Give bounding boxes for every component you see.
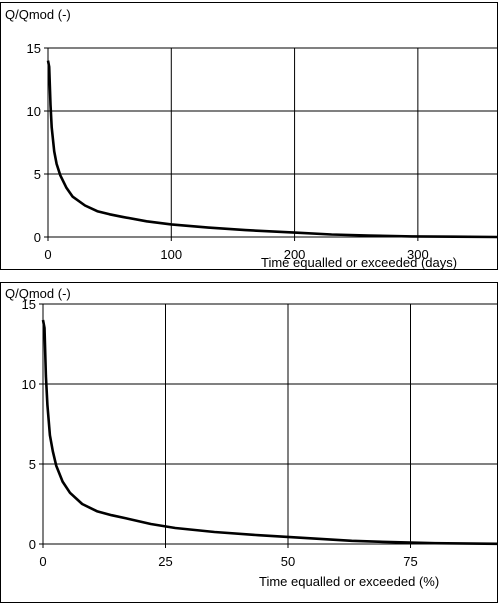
plot-area [42,303,497,545]
y-tick-label: 15 [22,297,36,312]
x-tick-label: 300 [407,247,429,262]
x-tick-label: 75 [403,554,417,569]
flow-duration-curve [41,319,497,546]
y-axis-title: Q/Qmod (-) [5,7,71,22]
flow-duration-curve [46,60,497,239]
y-tick-label: 5 [29,457,36,472]
y-tick-label: 10 [27,104,41,119]
y-tick-label: 10 [22,377,36,392]
chart-panel-percent: Q/Qmod (-)0510150255075100Time equalled … [0,282,498,603]
y-axis-title: Q/Qmod (-) [5,286,71,301]
x-tick-label: 0 [44,247,51,262]
chart-panel-days: Q/Qmod (-) 0 5 10 15 0 100 200 300 Time equalled … [0,2,498,270]
chart-percent: Q/Qmod (-)0510150255075100Time equalled … [5,286,497,589]
x-tick-label: 0 [39,554,46,569]
x-tick-label: 100 [160,247,182,262]
y-tick-label: 0 [34,230,41,245]
y-tick-label: 15 [27,41,41,56]
plot-area [47,47,497,238]
y-tick-label: 0 [29,537,36,552]
y-tick-label: 5 [34,167,41,182]
x-tick-label: 50 [281,554,295,569]
x-axis-title: Time equalled or exceeded (%) [259,574,439,589]
x-tick-label: 200 [284,247,306,262]
x-tick-label: 25 [158,554,172,569]
x-axis-title: Time equalled or exceeded (days) [261,255,457,270]
